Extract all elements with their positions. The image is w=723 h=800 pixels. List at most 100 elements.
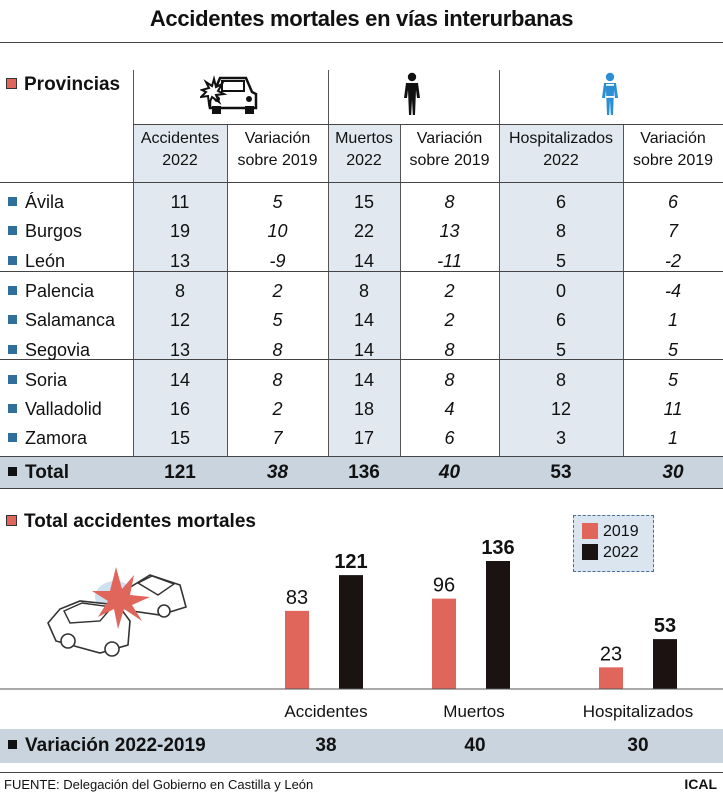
table-cell: 8 xyxy=(444,192,455,212)
bar-muertos-2022 xyxy=(486,561,510,689)
table-vline xyxy=(400,124,401,457)
table-cell: 15 xyxy=(169,428,191,449)
table-vline xyxy=(133,70,134,457)
total-cell: 136 xyxy=(348,462,380,483)
legend-item-2022: 2022 xyxy=(582,543,645,564)
table-row: Zamora 15 7 17 6 3 1 xyxy=(0,425,723,454)
total-cell: 53 xyxy=(550,462,572,483)
table-cell: 8 xyxy=(444,369,455,390)
table-cell: -9 xyxy=(269,250,286,271)
table-cell: 2 xyxy=(444,280,455,301)
table-cell: 8 xyxy=(358,280,369,301)
blue-square-marker xyxy=(8,285,17,295)
category-label: Hospitalizados xyxy=(583,702,694,721)
table-cell: 11 xyxy=(170,192,190,212)
table-cell: 13 xyxy=(169,339,191,360)
col-header-variacion-muertos: Variación sobre 2019 xyxy=(409,130,490,169)
province-name: Palencia xyxy=(8,281,94,302)
table-cell: 19 xyxy=(169,221,191,242)
province-name: Soria xyxy=(8,370,67,391)
table-cell: 2 xyxy=(272,399,283,420)
red-square-marker xyxy=(6,78,17,89)
bar-accidentes-2022 xyxy=(339,575,363,689)
table-row: Salamanca 12 5 14 2 6 1 xyxy=(0,307,723,336)
table-cell: 18 xyxy=(353,399,375,420)
table-cell: 5 xyxy=(555,250,566,271)
province-name: Zamora xyxy=(8,428,87,449)
table-cell: 17 xyxy=(353,428,375,449)
bar-chart: 83 121 Accidentes 96 136 Muertos 23 53 Hospitali… xyxy=(0,540,723,721)
province-name: Ávila xyxy=(8,192,64,213)
chart-title: Total accidentes mortales xyxy=(6,511,256,533)
blue-square-marker xyxy=(8,404,17,414)
table-cell: 6 xyxy=(667,192,678,212)
table-cell: 14 xyxy=(353,250,375,271)
table-cell: 13 xyxy=(169,250,191,271)
table-vline xyxy=(328,70,329,457)
table-cell: 11 xyxy=(663,399,683,420)
table-cell: 22 xyxy=(353,221,375,242)
variation-value-muertos: 40 xyxy=(464,735,486,756)
legend-item-2019: 2019 xyxy=(582,522,645,543)
shade-col-accidentes xyxy=(133,124,227,457)
person-injured-icon xyxy=(599,72,621,116)
icon-row-divider xyxy=(133,124,723,125)
col-header-variacion-hospitalizados: Variación sobre 2019 xyxy=(632,130,714,169)
table-cell: 8 xyxy=(555,221,566,242)
shade-col-hospitalizados xyxy=(499,124,623,457)
col-header-accidentes: Accidentes 2022 xyxy=(140,130,220,169)
table-cell: 5 xyxy=(667,339,678,360)
car-crash-illustration xyxy=(40,545,190,670)
table-row: Palencia 8 2 8 2 0 -4 xyxy=(0,278,723,307)
red-square-marker xyxy=(6,515,17,526)
bar-accidentes-2019 xyxy=(285,610,309,689)
blue-square-marker xyxy=(8,197,17,206)
table-cell: 8 xyxy=(444,339,455,360)
table-cell: 14 xyxy=(169,369,191,390)
table-cell: 16 xyxy=(169,399,191,420)
provincias-heading: Provincias xyxy=(6,74,120,96)
province-name: León xyxy=(8,251,65,272)
table-row: Burgos 19 10 22 13 8 7 xyxy=(0,218,723,247)
legend-swatch xyxy=(582,544,598,560)
title-divider xyxy=(0,42,723,43)
bar-value-label: 136 xyxy=(481,540,514,559)
table-cell: 12 xyxy=(169,310,191,331)
total-row: Total 121 38 136 40 53 30 xyxy=(0,459,723,488)
table-vline xyxy=(227,124,228,457)
source-note: FUENTE: Delegación del Gobierno en Casti… xyxy=(4,777,314,792)
category-label: Muertos xyxy=(443,702,504,721)
table-cell: 5 xyxy=(272,310,283,331)
table-cell: 12 xyxy=(550,399,572,420)
blue-square-marker xyxy=(8,433,17,443)
table-cell: 6 xyxy=(555,192,566,212)
table-cell: 0 xyxy=(555,280,566,301)
table-cell: 8 xyxy=(174,280,185,301)
bar-hospitalizados-2022 xyxy=(653,639,677,689)
car-crash-icon xyxy=(198,70,262,116)
table-cell: 1 xyxy=(667,310,678,331)
table-vline xyxy=(499,70,500,457)
chart-legend: 2019 2022 xyxy=(573,515,654,572)
variation-value-hospitalizados: 30 xyxy=(627,735,649,756)
table-cell: 3 xyxy=(555,428,566,449)
total-band xyxy=(0,456,723,489)
col-header-muertos: Muertos 2022 xyxy=(335,130,393,169)
blue-square-marker xyxy=(8,374,17,384)
blue-square-marker xyxy=(8,344,17,354)
category-label: Accidentes xyxy=(284,702,367,721)
table-cell: 14 xyxy=(353,310,375,331)
bar-value-label: 96 xyxy=(433,575,455,597)
table-cell: 5 xyxy=(667,369,678,390)
group-divider xyxy=(0,271,723,272)
province-name: Valladolid xyxy=(8,399,102,420)
table-cell: 14 xyxy=(353,339,375,360)
table-cell: 5 xyxy=(555,339,566,360)
col-header-variacion-accidentes: Variación sobre 2019 xyxy=(237,130,318,169)
brand-logo: ICAL xyxy=(684,776,717,792)
col-header-hospitalizados: Hospitalizados 2022 xyxy=(508,130,614,169)
table-cell: 4 xyxy=(444,399,455,420)
bar-value-label: 53 xyxy=(654,615,676,637)
variation-label: Variación 2022-2019 xyxy=(8,735,206,757)
table-cell: 8 xyxy=(555,369,566,390)
